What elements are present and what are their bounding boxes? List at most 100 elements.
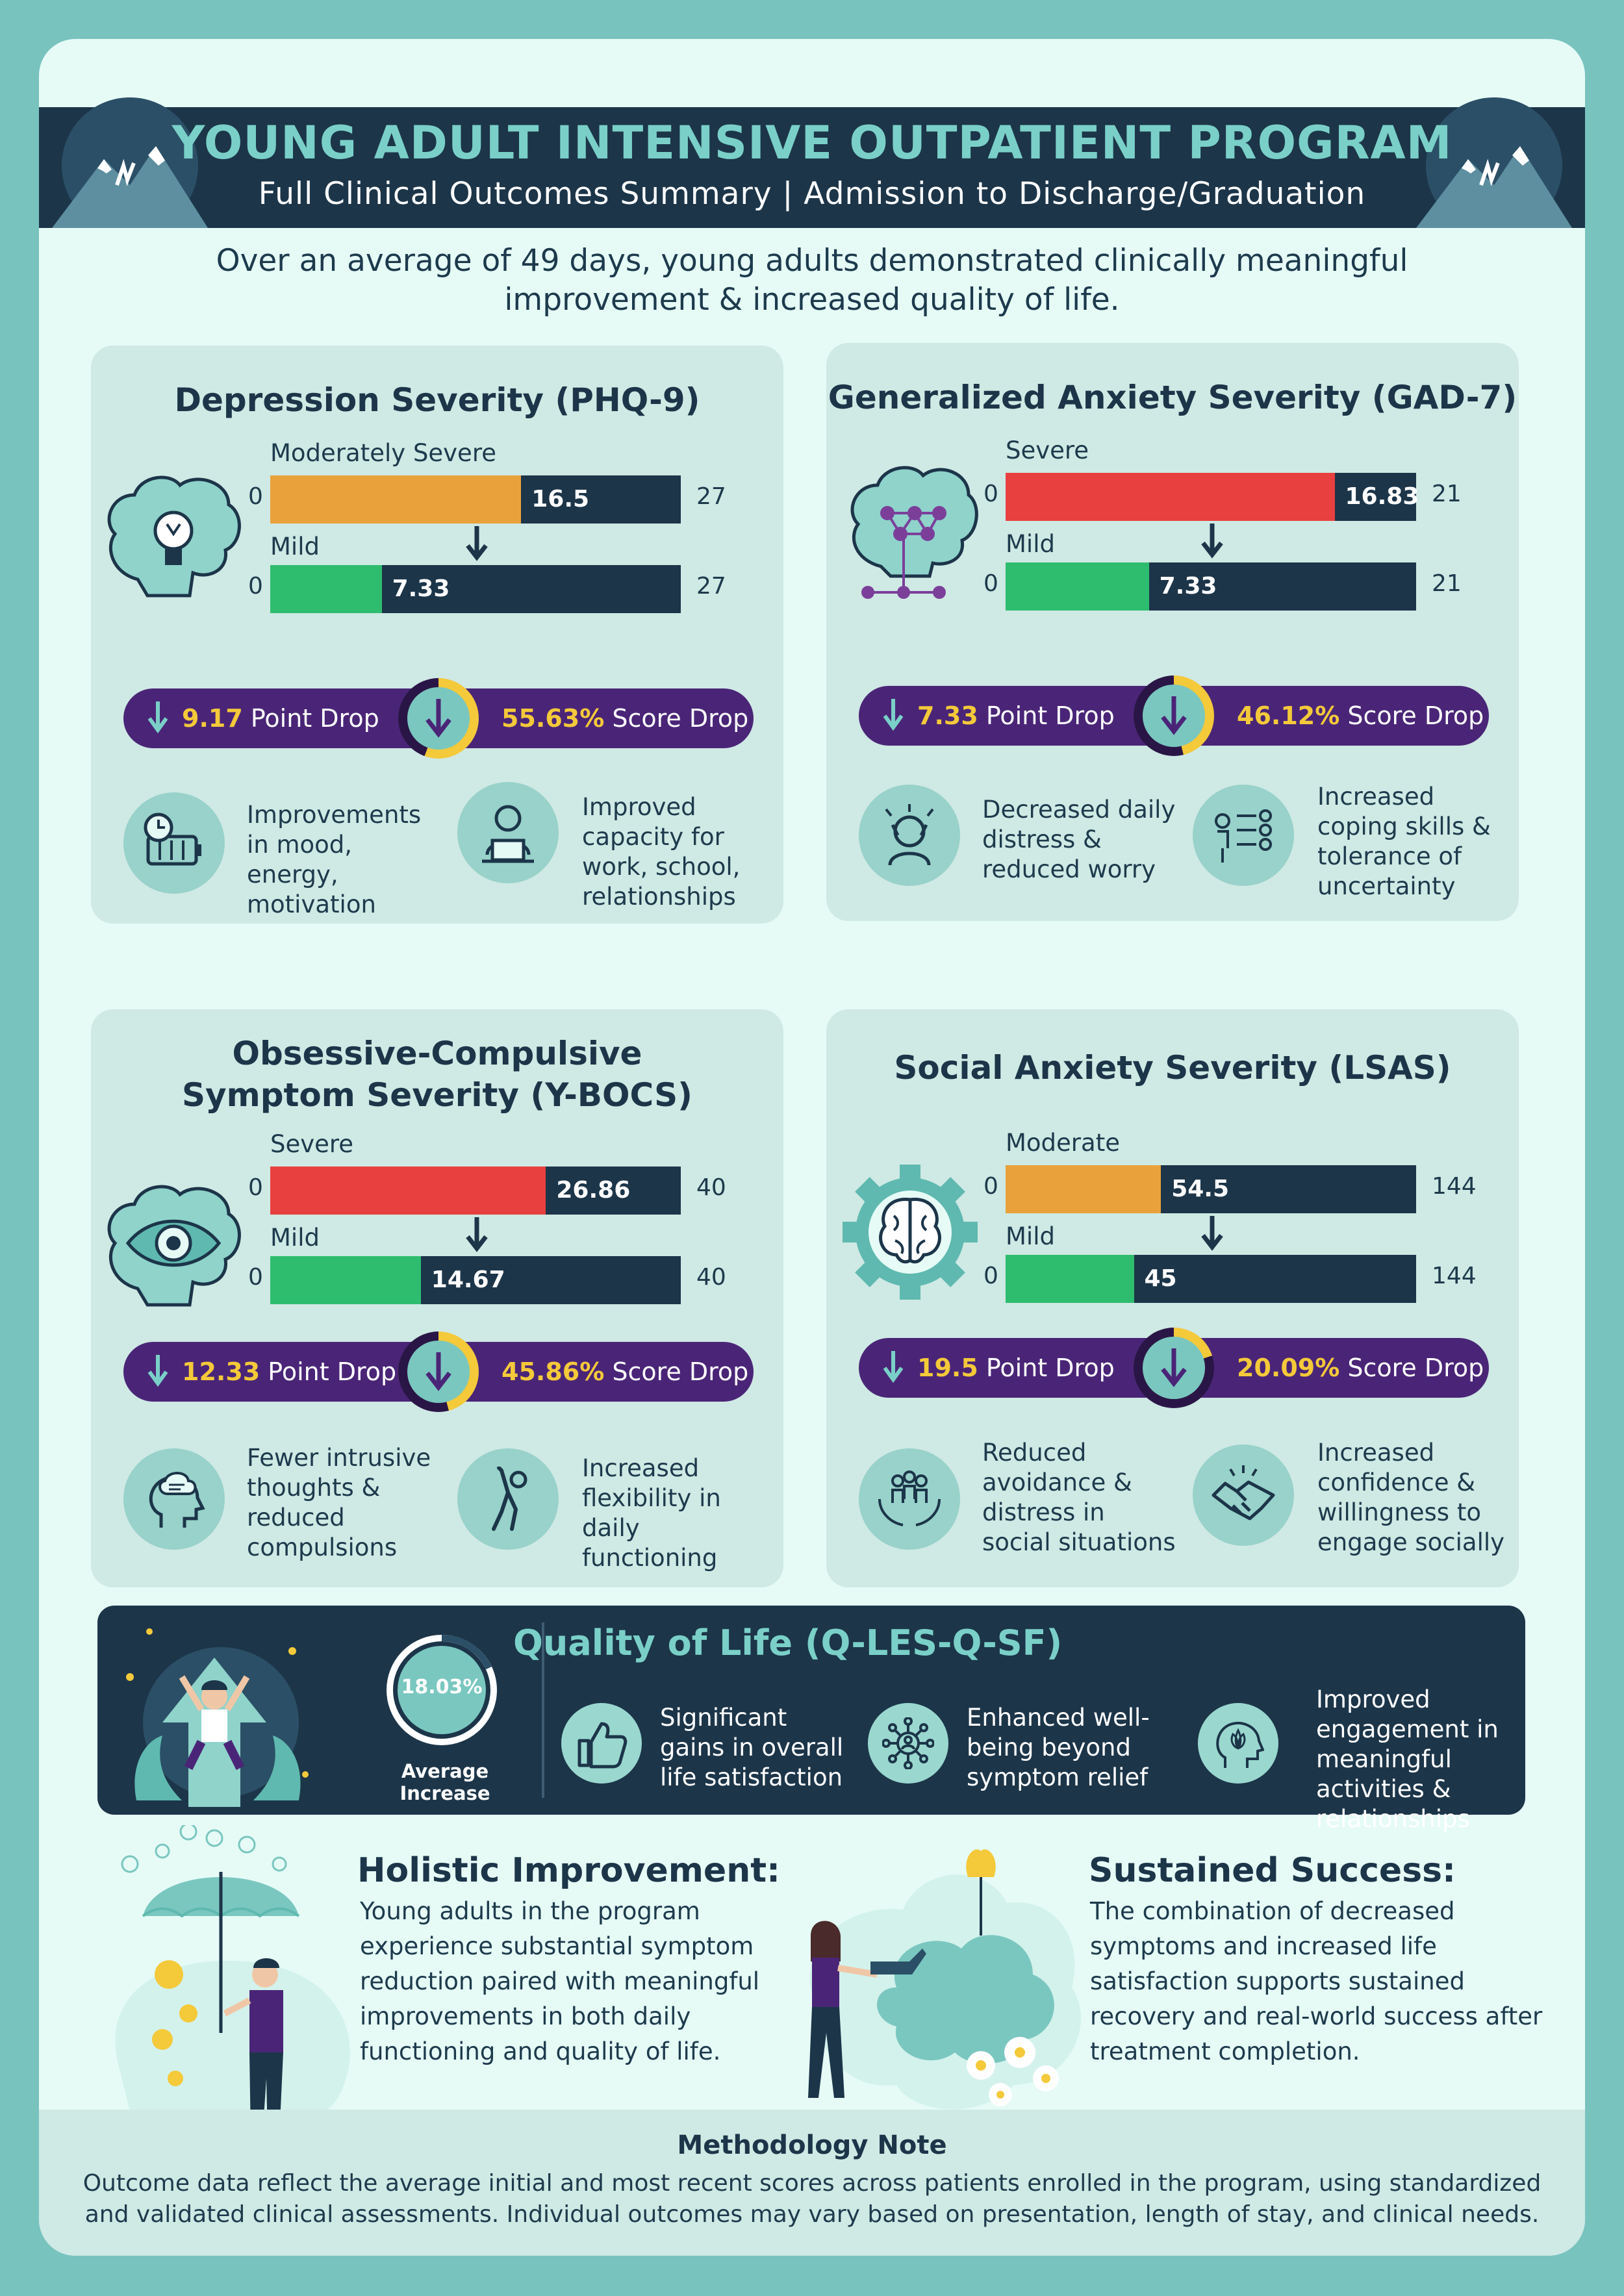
qol-title: Quality of Life (Q-LES-Q-SF) [513,1622,1063,1663]
after-label: Mild [270,1224,320,1252]
qol-item-text: Significant gains in overall life satisf… [660,1704,844,1791]
score-drop-ring [398,678,479,759]
card-title: Generalized Anxiety Severity (GAD-7) [828,379,1517,416]
page-subtitle: Full Clinical Outcomes Summary | Admissi… [258,176,1366,212]
lotus-head-icon [1216,1722,1264,1768]
qol-icon-circle [1198,1703,1278,1784]
point-drop-value: 9.17 [182,704,243,733]
arrow-down-icon [1201,1216,1223,1251]
drop-pill: 12.33 Point Drop 45.86% Score Drop [123,1331,754,1412]
arrow-down-icon [883,1351,904,1383]
scale-min: 0 [983,481,998,507]
score-drop-ring [1134,675,1214,756]
score-drop-ring [1134,1328,1214,1408]
after-value: 7.33 [1159,573,1217,599]
point-drop-label: Point Drop [268,1357,397,1386]
sustained-title: Sustained Success: [1089,1851,1456,1890]
thumbs-up-icon [577,1722,628,1769]
drop-pill: 7.33 Point Drop 46.12% Score Drop [859,675,1489,756]
network-person-icon [882,1717,934,1769]
after-bar: 7.33 [1006,562,1416,611]
arrow-down-icon [1201,524,1223,559]
arrow-down-icon [1161,696,1187,735]
lsas-card: Social Anxiety Severity (LSAS) Moderate … [826,1009,1519,1587]
arrow-down-icon [425,1352,451,1391]
scale-max: 144 [1432,1173,1477,1200]
score-drop-label: Score Drop [612,1357,749,1386]
after-value: 7.33 [392,575,450,602]
score-drop-label: Score Drop [1347,701,1484,730]
before-value: 16.5 [531,486,590,512]
quality-of-life-panel: 18.03% Average Increase Quality of Life … [97,1606,1525,1833]
intro-text: Over an average of 49 days, young adults… [216,243,1408,318]
point-drop-value: 7.33 [917,701,978,730]
scale-max: 40 [696,1174,726,1201]
before-value: 26.86 [556,1177,631,1204]
after-bar: 45 [1006,1255,1416,1303]
phq9-card: Depression Severity (PHQ-9) Moderately S… [91,346,783,924]
arrow-down-icon [147,1355,168,1387]
benefit-text: Increased confidence & willingness to en… [1317,1439,1505,1556]
scale-max: 27 [696,483,726,510]
card-title: Depression Severity (PHQ-9) [174,381,700,419]
benefit-text: Increased coping skills & tolerance of u… [1317,783,1491,900]
clock-battery-icon [144,813,201,866]
point-drop-value: 12.33 [182,1357,260,1386]
gad7-card: Generalized Anxiety Severity (GAD-7) Sev… [826,343,1519,921]
benefit-text: Improvements in mood, energy, motivation [247,801,422,918]
score-drop-ring [398,1331,479,1412]
arrow-down-icon [147,701,168,734]
scale-max: 21 [1432,570,1462,597]
after-bar: 14.67 [270,1256,681,1304]
after-bar-fill [270,1256,421,1304]
qol-ring-arc [441,1635,492,1670]
point-drop-value: 19.5 [917,1354,978,1382]
score-drop-label: Score Drop [1347,1354,1484,1382]
celebrating-person-illustration [126,1628,309,1807]
hands-group-icon [878,1470,941,1526]
after-bar-fill [1006,562,1149,611]
after-value: 14.67 [431,1267,505,1293]
after-label: Mild [1006,1222,1055,1250]
after-bar-fill [270,565,382,613]
mountain-icon [1416,97,1572,228]
before-label: Severe [270,1130,354,1158]
scale-max: 144 [1432,1263,1477,1289]
checklist-person-icon [1215,809,1272,863]
scale-max: 27 [696,573,726,599]
benefit-icon-circle [457,782,559,883]
before-bar-fill [270,475,522,524]
arrow-down-icon [425,699,451,738]
qol-item-text: Improved engagement in meaningful activi… [1316,1685,1499,1833]
arrow-down-icon [1161,1348,1187,1387]
holistic-title: Holistic Improvement: [357,1851,780,1890]
before-bar: 26.86 [270,1167,681,1215]
benefit-icon-circle [123,792,225,894]
after-value: 45 [1144,1265,1177,1292]
sustained-text: The combination of decreased symptoms an… [1090,1897,1543,2065]
qol-icon-circle [868,1703,948,1784]
benefit-text: Fewer intrusive thoughts & reduced compu… [247,1444,431,1561]
methodology-title: Methodology Note [677,2130,947,2160]
after-label: Mild [270,533,320,561]
before-value: 54.5 [1171,1176,1230,1202]
score-drop-value: 55.63% [501,704,605,733]
scale-min: 0 [983,1263,998,1289]
scale-min: 0 [983,1173,998,1200]
before-bar-fill [270,1167,546,1215]
head-thought-icon [149,1472,205,1528]
point-drop-label: Point Drop [985,701,1115,730]
brain-eye-icon [107,1185,241,1307]
handshake-icon [1212,1465,1275,1520]
arrow-down-icon [883,699,904,731]
scale-min: 0 [248,573,263,599]
page-title: YOUNG ADULT INTENSIVE OUTPATIENT PROGRAM [171,116,1453,170]
header-banner: YOUNG ADULT INTENSIVE OUTPATIENT PROGRAM… [39,97,1585,228]
score-drop-value: 20.09% [1237,1354,1340,1382]
brain-gear-icon [843,1165,978,1300]
brain-lightbulb-icon [107,475,241,598]
benefit-text: Improved capacity for work, school, rela… [582,793,741,911]
infographic-page: YOUNG ADULT INTENSIVE OUTPATIENT PROGRAM… [39,39,1585,2256]
before-bar: 54.5 [1006,1165,1416,1213]
drop-pill: 19.5 Point Drop 20.09% Score Drop [859,1328,1489,1408]
